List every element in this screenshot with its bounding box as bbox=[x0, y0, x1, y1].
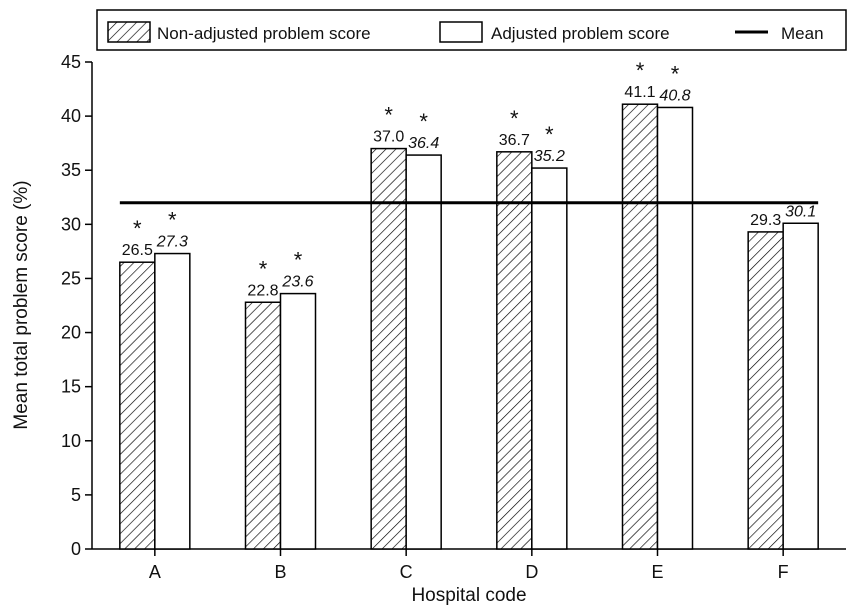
significance-star: * bbox=[419, 109, 428, 134]
y-tick-label: 5 bbox=[71, 485, 81, 505]
bar-adjusted bbox=[656, 106, 694, 550]
x-axis-ticks: A B C D E F bbox=[149, 549, 789, 582]
data-label: 27.3 bbox=[156, 234, 188, 251]
value-labels: 26.5*27.3*22.8*23.6*37.0*36.4*36.7*35.2*… bbox=[122, 58, 816, 299]
significance-star: * bbox=[168, 208, 177, 233]
bar-adjusted bbox=[279, 292, 317, 550]
legend: Non-adjusted problem score Adjusted prob… bbox=[96, 9, 847, 51]
x-tick-label: A bbox=[149, 562, 161, 582]
bar-nonadjusted bbox=[244, 301, 282, 550]
significance-star: * bbox=[545, 122, 554, 147]
significance-star: * bbox=[259, 256, 268, 281]
data-label: 26.5 bbox=[122, 242, 153, 259]
bar-nonadjusted bbox=[370, 147, 407, 550]
legend-label-adjusted: Adjusted problem score bbox=[491, 24, 670, 43]
y-axis-title: Mean total problem score (%) bbox=[11, 180, 32, 429]
x-tick-label: F bbox=[778, 562, 789, 582]
x-axis-title: Hospital code bbox=[411, 585, 526, 606]
legend-swatch-adjusted bbox=[439, 21, 483, 43]
data-label: 22.8 bbox=[247, 282, 278, 299]
x-tick-label: B bbox=[274, 562, 286, 582]
data-label: 36.7 bbox=[499, 132, 530, 149]
x-tick-label: C bbox=[400, 562, 413, 582]
legend-label-nonadjusted: Non-adjusted problem score bbox=[157, 24, 371, 43]
bar-adjusted bbox=[531, 167, 568, 550]
legend-label-mean: Mean bbox=[781, 24, 824, 43]
bar-nonadjusted bbox=[496, 151, 533, 550]
significance-star: * bbox=[636, 58, 645, 83]
x-tick-label: D bbox=[525, 562, 538, 582]
y-tick-label: 25 bbox=[61, 268, 81, 288]
bar-nonadjusted bbox=[621, 103, 659, 550]
y-tick-label: 45 bbox=[61, 52, 81, 72]
significance-star: * bbox=[294, 248, 303, 273]
data-label: 36.4 bbox=[408, 135, 439, 152]
x-tick-label: E bbox=[651, 562, 663, 582]
significance-star: * bbox=[671, 61, 680, 86]
y-tick-label: 0 bbox=[71, 539, 81, 559]
bar-nonadjusted bbox=[119, 261, 156, 550]
data-label: 41.1 bbox=[624, 84, 655, 101]
bar-adjusted bbox=[405, 154, 442, 550]
y-tick-label: 30 bbox=[61, 214, 81, 234]
y-tick-label: 10 bbox=[61, 431, 81, 451]
bar-nonadjusted bbox=[747, 231, 784, 550]
data-label: 37.0 bbox=[373, 129, 404, 146]
y-axis-ticks: 0 5 10 15 20 25 30 35 40 45 bbox=[61, 52, 92, 559]
y-tick-label: 20 bbox=[61, 323, 81, 343]
legend-swatch-nonadjusted bbox=[107, 21, 151, 43]
data-label: 29.3 bbox=[750, 212, 781, 229]
data-label: 35.2 bbox=[534, 148, 565, 165]
bars bbox=[119, 103, 819, 550]
significance-star: * bbox=[133, 216, 142, 241]
data-label: 40.8 bbox=[659, 87, 690, 104]
y-tick-label: 35 bbox=[61, 160, 81, 180]
significance-star: * bbox=[510, 106, 519, 131]
y-tick-label: 40 bbox=[61, 106, 81, 126]
data-label: 30.1 bbox=[785, 203, 816, 220]
bar-adjusted bbox=[782, 222, 819, 550]
significance-star: * bbox=[384, 103, 393, 128]
y-tick-label: 15 bbox=[61, 377, 81, 397]
data-label: 23.6 bbox=[281, 274, 313, 291]
bar-adjusted bbox=[154, 252, 191, 550]
